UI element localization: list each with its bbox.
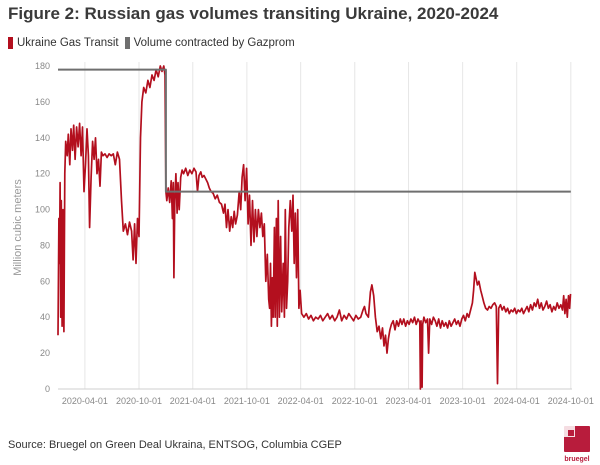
legend: Ukraine Gas Transit Volume contracted by… (8, 37, 301, 49)
legend-label-contracted: Volume contracted by Gazprom (133, 37, 295, 49)
legend-swatch-contracted (124, 37, 130, 49)
y-tick-label-4: 80 (40, 240, 50, 250)
logo-inner-square (568, 430, 574, 436)
x-tick-label-4: 2022-04-01 (278, 396, 324, 406)
legend-item-transit[interactable]: Ukraine Gas Transit (8, 37, 119, 49)
y-tick-label-9: 180 (35, 61, 50, 71)
y-tick-label-2: 40 (40, 312, 50, 322)
y-tick-label-5: 100 (35, 205, 50, 215)
series-line-transit (57, 65, 572, 390)
legend-swatch-transit (8, 37, 13, 49)
x-tick-label-9: 2024-10-01 (548, 396, 594, 406)
series-lines (57, 65, 572, 390)
chart-title: Figure 2: Russian gas volumes transiting… (8, 4, 499, 23)
y-axis-title: Million cubic meters (12, 179, 24, 276)
y-tick-label-1: 20 (40, 348, 50, 358)
source-note: Source: Bruegel on Green Deal Ukraina, E… (8, 439, 342, 451)
x-tick-label-3: 2021-10-01 (224, 396, 270, 406)
x-tick-label-1: 2020-10-01 (116, 396, 162, 406)
x-tick-label-0: 2020-04-01 (62, 396, 108, 406)
x-tick-label-8: 2024-04-01 (494, 396, 540, 406)
x-tick-label-6: 2023-04-01 (386, 396, 432, 406)
y-tick-label-0: 0 (45, 384, 50, 394)
x-tick-label-5: 2022-10-01 (332, 396, 378, 406)
series-line-contracted (58, 68, 571, 193)
y-axis-ticks: 0 20 40 60 80 100 120 140 160 180 (35, 61, 50, 394)
y-tick-label-6: 120 (35, 169, 50, 179)
bruegel-logo: bruegel (564, 426, 590, 463)
y-tick-label-3: 60 (40, 276, 50, 286)
legend-item-contracted[interactable]: Volume contracted by Gazprom (124, 37, 295, 49)
x-axis-ticks: 2020-04-01 2020-10-01 2021-04-01 2021-10-01… (62, 396, 594, 406)
legend-label-transit: Ukraine Gas Transit (17, 37, 119, 49)
logo-text: bruegel (564, 456, 589, 463)
gridlines (84, 62, 572, 389)
y-tick-label-8: 160 (35, 97, 50, 107)
y-tick-label-7: 140 (35, 133, 50, 143)
x-tick-label-7: 2023-10-01 (440, 396, 486, 406)
x-tick-label-2: 2021-04-01 (170, 396, 216, 406)
